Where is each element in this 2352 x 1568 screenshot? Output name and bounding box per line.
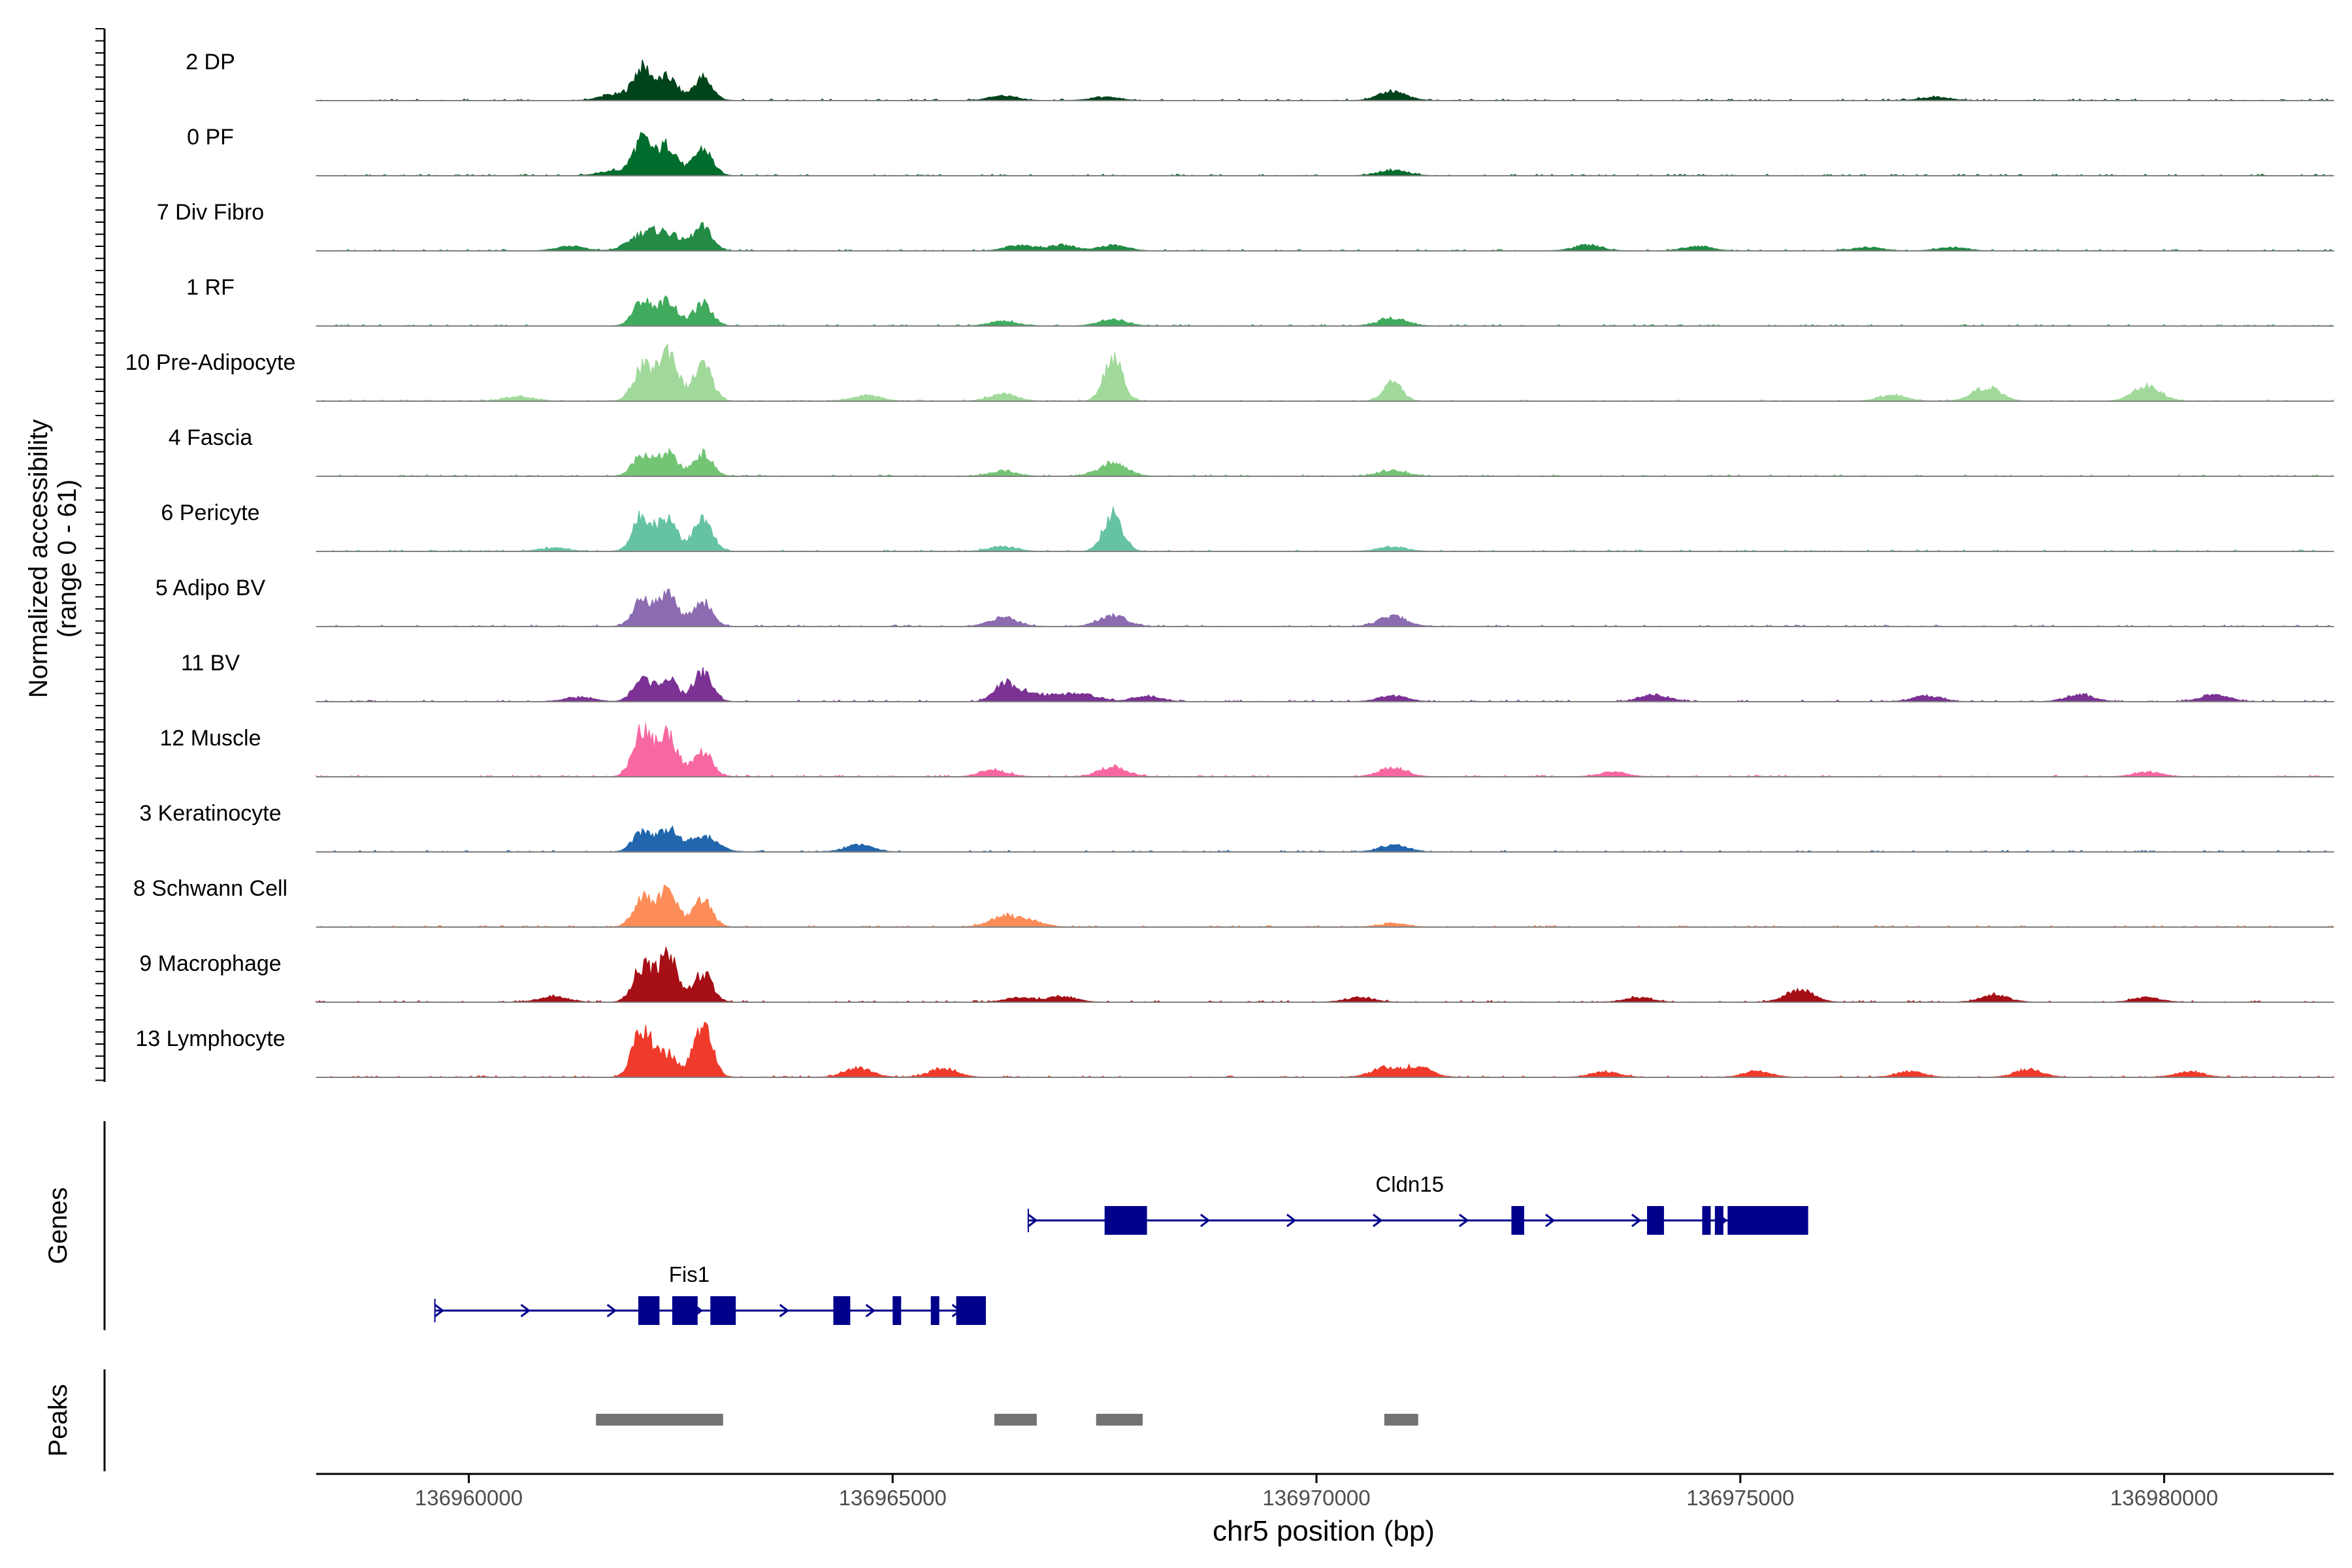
strand-arrow	[606, 1303, 617, 1318]
x-axis: 136960000 136965000 136970000 136975000 1369…	[316, 1473, 2334, 1510]
genes-panel-label: Genes	[44, 1187, 73, 1264]
exon-block	[892, 1296, 902, 1325]
coverage-area	[316, 884, 2334, 928]
coverage-area	[316, 825, 2334, 853]
track-label: 1 RF	[186, 275, 235, 300]
track-8-schwann-cell: 8 Schwann Cell	[133, 876, 2334, 928]
exon-block	[1511, 1206, 1524, 1235]
coverage-area	[316, 343, 2334, 402]
x-axis-label: chr5 position (bp)	[1213, 1515, 1435, 1547]
coverage-area	[316, 221, 2334, 252]
track-1-rf: 1 RF	[186, 275, 2334, 327]
coverage-area	[316, 945, 2334, 1003]
coverage-area	[316, 1021, 2334, 1078]
track-12-muscle: 12 Muscle	[160, 723, 2334, 777]
strand-arrow	[1545, 1213, 1556, 1228]
peak-region-bar	[596, 1414, 723, 1426]
peak-region-bar	[1384, 1414, 1418, 1426]
peaks-panel-label: Peaks	[44, 1384, 73, 1456]
exon-block	[1104, 1206, 1147, 1235]
track-0-pf: 0 PF	[187, 125, 2334, 176]
exon-block	[930, 1296, 939, 1325]
strand-arrow	[779, 1303, 790, 1318]
x-tick-label: 136970000	[1262, 1486, 1370, 1510]
coverage-area	[316, 59, 2334, 101]
strand-arrow	[434, 1303, 445, 1318]
track-11-bv: 11 BV	[181, 651, 2334, 702]
strand-arrow	[1028, 1213, 1038, 1228]
gene-cldn15: Cldn15	[1027, 1172, 1808, 1235]
exon-block	[672, 1296, 698, 1325]
track-5-adipo-bv: 5 Adipo BV	[155, 576, 2334, 627]
track-label: 3 Keratinocyte	[139, 801, 281, 826]
y-axis	[95, 28, 106, 1082]
track-6-pericyte: 6 Pericyte	[161, 500, 2334, 552]
track-2-dp: 2 DP	[186, 50, 2334, 101]
coverage-area	[316, 589, 2334, 627]
exon-block	[833, 1296, 851, 1325]
exon-block	[1647, 1206, 1664, 1235]
x-tick-label: 136965000	[839, 1486, 947, 1510]
track-9-macrophage: 9 Macrophage	[139, 945, 2334, 1003]
track-10-pre-adipocyte: 10 Pre-Adipocyte	[125, 343, 2334, 402]
peak-regions	[596, 1414, 1418, 1426]
coverage-area	[316, 506, 2334, 552]
track-label: 11 BV	[181, 651, 240, 676]
coverage-area	[316, 295, 2334, 327]
track-label: 13 Lymphocyte	[135, 1026, 285, 1051]
track-label: 10 Pre-Adipocyte	[125, 350, 296, 375]
strand-arrow	[1631, 1213, 1642, 1228]
track-label: 6 Pericyte	[161, 500, 259, 525]
track-13-lymphocyte: 13 Lymphocyte	[135, 1021, 2334, 1078]
y-axis-label-line2: (range 0 - 61)	[53, 480, 82, 638]
track-label: 4 Fascia	[169, 425, 253, 450]
track-label: 9 Macrophage	[139, 951, 281, 976]
strand-arrow	[1286, 1213, 1297, 1228]
x-tick-label: 136975000	[1686, 1486, 1794, 1510]
track-label: 12 Muscle	[160, 726, 261, 751]
coverage-area	[316, 723, 2334, 777]
track-label: 0 PF	[187, 125, 234, 150]
strand-arrow	[520, 1303, 531, 1318]
exon-block	[710, 1296, 736, 1325]
strand-arrow	[1459, 1213, 1469, 1228]
track-label: 2 DP	[186, 50, 235, 74]
track-label: 7 Div Fibro	[157, 200, 264, 225]
gene-annotations: Fis1 Cldn15	[434, 1172, 1808, 1325]
coverage-area	[316, 131, 2334, 176]
gene-label: Cldn15	[1375, 1172, 1444, 1196]
track-4-fascia: 4 Fascia	[169, 425, 2334, 477]
x-tick-label: 136960000	[415, 1486, 523, 1510]
gene-fis1: Fis1	[434, 1262, 987, 1325]
track-label: 5 Adipo BV	[155, 576, 266, 600]
coverage-area	[316, 447, 2334, 477]
track-label: 8 Schwann Cell	[133, 876, 287, 901]
gene-label: Fis1	[669, 1262, 710, 1286]
exon-block	[1702, 1206, 1711, 1235]
track-3-keratinocyte: 3 Keratinocyte	[139, 801, 2334, 853]
peak-region-bar	[994, 1414, 1037, 1426]
exon-block	[638, 1296, 660, 1325]
x-tick-label: 136980000	[2110, 1486, 2218, 1510]
exon-block	[1727, 1206, 1808, 1235]
strand-arrow	[865, 1303, 876, 1318]
coverage-area	[316, 667, 2334, 702]
track-7-div-fibro: 7 Div Fibro	[157, 200, 2334, 252]
accessibility-tracks: 2 DP 0 PF 7 Div Fibro 1 RF 10 Pre-Adipocyte 4…	[125, 50, 2334, 1078]
strand-arrow	[1373, 1213, 1383, 1228]
strand-arrow	[1200, 1213, 1211, 1228]
peak-region-bar	[1096, 1414, 1143, 1426]
exon-block	[1714, 1206, 1723, 1235]
exon-block	[956, 1296, 986, 1325]
y-axis-label-line1: Normalized accessibility	[24, 419, 53, 698]
